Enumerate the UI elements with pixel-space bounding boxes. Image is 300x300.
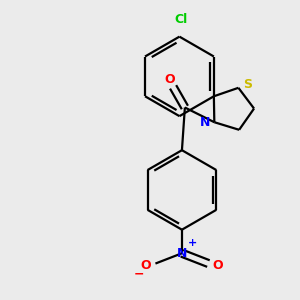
Text: O: O bbox=[212, 259, 223, 272]
Text: O: O bbox=[141, 259, 151, 272]
Text: S: S bbox=[243, 78, 252, 92]
Text: N: N bbox=[177, 247, 187, 260]
Text: O: O bbox=[165, 73, 176, 86]
Text: −: − bbox=[134, 267, 145, 280]
Text: +: + bbox=[188, 238, 197, 248]
Text: N: N bbox=[200, 116, 211, 129]
Text: Cl: Cl bbox=[174, 13, 188, 26]
